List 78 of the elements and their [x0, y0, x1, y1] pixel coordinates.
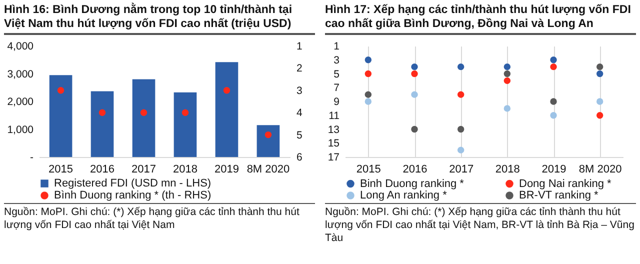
x-tick-label: 2018: [495, 164, 520, 176]
text: Nguồn: MoPI. Ghi chú: (*) Xếp hạng giữa các tỉnh thành thu hút lượng vốn FDI cao nhất tại Việt Nam, BR-VT là tỉnh Bà Rịa – Vũng Tàu: [325, 203, 636, 245]
point: [182, 109, 189, 116]
x-tick-label: 2016: [90, 164, 115, 176]
y-tick-label: -: [30, 152, 34, 164]
y-tick-label: 15: [328, 138, 340, 150]
x-tick-label: 2015: [48, 164, 74, 176]
point: [140, 109, 148, 116]
point: [550, 63, 557, 70]
y-tick-label: 1,000: [7, 124, 34, 136]
point: [364, 91, 372, 98]
point: [504, 70, 511, 78]
point: [364, 98, 372, 105]
x-tick-label: 8M 2020: [578, 164, 622, 176]
point: [550, 112, 557, 119]
x-tick-label: 2018: [173, 164, 198, 176]
point: [457, 146, 464, 154]
point: [550, 98, 557, 105]
point: [364, 56, 372, 64]
y-tick-label: 1: [334, 40, 340, 52]
bar: [256, 125, 280, 157]
point: [364, 70, 372, 78]
y-tick-label: 13: [328, 124, 340, 136]
point: [596, 70, 604, 78]
point: [411, 63, 418, 70]
text: Nguồn: MoPI. Ghi chú: (*) Xếp hạng giữa các tỉnh thành thu hút lượng vốn FDI cao nhất tại Việt Nam: [4, 203, 315, 232]
point: [411, 70, 418, 78]
y-tick-label: 3,000: [7, 68, 34, 80]
x-tick-label: 2015: [356, 164, 381, 176]
bar: [49, 75, 72, 157]
legend-label: Registered FDI (USD mn - LHS): [54, 178, 212, 190]
point: [596, 98, 604, 105]
y2-tick-label: 1: [296, 40, 302, 52]
point: [504, 105, 511, 112]
point: [411, 91, 418, 98]
x-tick-label: 2017: [449, 164, 474, 176]
bar: [215, 62, 238, 157]
y-tick-label: 7: [334, 82, 340, 94]
y-tick-label: 9: [334, 96, 340, 108]
chart-title: Hình 17: Xếp hạng các tỉnh/thành thu hút lượng vốn FDI cao nhất giữa Bình Dương, Đồng Nai và Long An: [325, 3, 636, 35]
y-tick-label: 2,000: [7, 96, 34, 108]
x-tick-label: 2016: [402, 164, 428, 176]
point: [98, 109, 106, 116]
point: [411, 126, 418, 133]
x-tick-label: 2017: [132, 164, 156, 176]
y-tick-label: 3: [334, 54, 340, 66]
point: [457, 63, 464, 70]
y-tick-label: 4,000: [7, 40, 34, 52]
y2-tick-label: 3: [296, 84, 302, 97]
x-tick-label: 8M 2020: [246, 164, 290, 176]
point: [596, 112, 604, 119]
point: [550, 56, 557, 64]
x-tick-label: 2019: [214, 164, 239, 176]
point: [457, 126, 464, 133]
y2-tick-label: 4: [296, 107, 302, 120]
point: [457, 91, 464, 98]
y-tick-label: 17: [328, 152, 340, 164]
bar: [90, 91, 114, 157]
legend-label: BR-VT ranking *: [519, 190, 599, 202]
y-tick-label: 11: [328, 110, 340, 122]
legend-label: Long An ranking *: [360, 190, 448, 202]
point: [504, 77, 511, 84]
point: [596, 63, 604, 70]
y2-tick-label: 6: [296, 152, 302, 164]
point: [223, 87, 230, 94]
y-tick-label: 5: [334, 68, 340, 80]
point: [264, 131, 272, 138]
legend-label: Dong Nai ranking *: [519, 178, 612, 190]
y2-tick-label: 2: [296, 62, 302, 75]
point: [57, 87, 64, 94]
chart-title: Hình 16: Bình Dương nằm trong top 10 tỉnh/thành tại Việt Nam thu hút lượng vốn FDI cao nhất (triệu USD): [4, 3, 315, 35]
x-tick-label: 2019: [542, 164, 566, 176]
point: [504, 63, 511, 70]
bar: [132, 79, 156, 157]
legend-label: Binh Duong ranking *: [360, 178, 465, 190]
legend-label: Bình Duong ranking * (th - RHS): [54, 190, 212, 202]
y2-tick-label: 5: [296, 129, 302, 142]
bar: [174, 92, 197, 157]
